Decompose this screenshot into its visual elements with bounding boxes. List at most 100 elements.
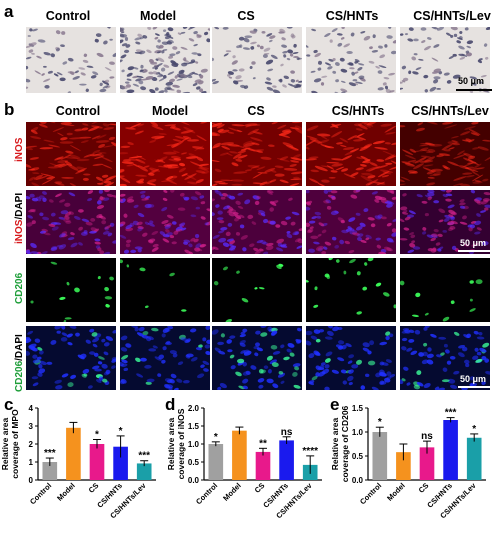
significance-label-2: *	[95, 430, 99, 441]
header-a-cs-hnts: CS/HNTs	[325, 9, 379, 23]
bar-4	[466, 437, 482, 480]
significance-label-2: **	[259, 438, 267, 449]
row-label-cd206-dapi: CD206/DAPI	[14, 334, 25, 392]
fluor-tile-r1-c1	[120, 190, 210, 254]
fluor-tile-r1-c2	[212, 190, 302, 254]
bar-1	[66, 427, 81, 480]
bar-1	[396, 452, 411, 480]
bar-1	[232, 430, 247, 480]
significance-label-3: ns	[281, 427, 293, 438]
bar-0	[372, 432, 388, 480]
significance-label-4: *	[472, 424, 476, 435]
header-a-control: Control	[45, 9, 91, 23]
y-axis-label: Relative areacoverage of MPO	[0, 409, 20, 479]
fluor-tile-r3-c2	[212, 326, 302, 390]
panel-letter-d: d	[165, 395, 176, 414]
scale-label-b2: 50 μm	[460, 374, 487, 384]
bar-2	[419, 447, 435, 480]
scale-bar-b1	[458, 250, 494, 252]
header-a-cs: CS	[237, 9, 255, 23]
row-label-cd206: CD206	[14, 272, 25, 304]
y-axis-label: Relative areacoverage of iNOS	[166, 408, 186, 479]
y-tick-label-3: 1.5	[188, 422, 200, 431]
header-b-control: Control	[55, 104, 101, 118]
y-tick-label-2: 2	[29, 440, 34, 449]
bar-chart-e: 0.0 0.5 1.0 1.5 * Control Model ns CS *** CS/HNTs *…	[328, 400, 494, 539]
histology-tile-0	[26, 27, 116, 93]
bar-chart-svg-d: 0.00.51.01.52.0*Control Model**CSnsCS/HNT…	[166, 404, 322, 520]
bar-chart-d: 0.0 0.5 1.0 1.5 2.0 * Control Model ** CS ns CS/HNT…	[164, 400, 330, 539]
fluor-tile-r1-c0	[26, 190, 116, 254]
panel-letter-c: c	[4, 395, 14, 414]
y-tick-label-2: 1.0	[352, 428, 364, 437]
fluor-tile-r3-c0	[26, 326, 116, 390]
y-axis-label: Relative areacoverage of CD206	[330, 405, 350, 482]
y-tick-label-3: 1.5	[352, 404, 364, 413]
category-label-2: CS	[417, 481, 431, 495]
significance-label-3: *	[119, 426, 123, 437]
bar-3	[443, 420, 458, 480]
significance-label-0: ***	[44, 448, 56, 459]
bar-4	[136, 463, 152, 480]
bar-3	[279, 440, 294, 480]
fluor-tile-r0-c1	[120, 122, 210, 186]
bar-3	[113, 446, 128, 480]
significance-label-2: ns	[421, 431, 433, 442]
scale-bar-a	[456, 89, 492, 91]
fluor-tile-r2-c3	[306, 258, 396, 322]
y-tick-label-4: 2.0	[188, 404, 200, 413]
histology-tile-1	[120, 27, 210, 93]
header-b-cs-hnts: CS/HNTs	[331, 104, 385, 118]
fluor-tile-r2-c4	[400, 258, 490, 322]
y-tick-label-1: 0.5	[188, 458, 200, 467]
panel-letter-e: e	[330, 395, 340, 414]
fluor-tile-r1-c4	[400, 190, 490, 254]
fluor-tile-r2-c1	[120, 258, 210, 322]
header-b-model: Model	[151, 104, 189, 118]
fluor-tile-r1-c3	[306, 190, 396, 254]
fluor-tile-r2-c2	[212, 258, 302, 322]
bar-0	[208, 444, 224, 480]
header-b-cs-hnts-lev: CS/HNTs/Lev	[411, 104, 489, 118]
significance-label-3: ***	[445, 408, 457, 419]
row-label-inos-dapi: iNOS/DAPI	[14, 192, 25, 244]
row-label-inos: iNOS	[14, 137, 25, 162]
y-tick-label-0: 0.0	[188, 476, 200, 485]
fluor-tile-r3-c3	[306, 326, 396, 390]
panel-letter-a: a	[4, 2, 14, 21]
y-tick-label-0: 0.0	[352, 476, 364, 485]
significance-label-4: ***	[138, 451, 150, 462]
histology-tile-2	[212, 27, 302, 93]
y-tick-label-3: 3	[29, 422, 34, 431]
fluor-tile-r3-c4	[400, 326, 490, 390]
scale-bar-b2	[458, 386, 494, 388]
fluor-tile-r3-c1	[120, 326, 210, 390]
header-b-cs: CS	[247, 104, 265, 118]
category-label-1: Model	[55, 481, 77, 503]
bar-2	[255, 451, 271, 480]
fluor-tile-r0-c4	[400, 122, 490, 186]
bar-2	[89, 444, 105, 480]
significance-label-0: *	[378, 417, 382, 428]
scale-label-a: 50 μm	[458, 76, 485, 86]
y-tick-label-1: 0.5	[352, 452, 364, 461]
bar-chart-svg-e: 0.00.51.01.5*Control ModelnsCS***CS/HNTs*…	[330, 404, 486, 520]
fluor-tile-r0-c0	[26, 122, 116, 186]
category-label-2: CS	[87, 481, 101, 495]
category-label-2: CS	[253, 481, 267, 495]
panel-letter-b: b	[4, 100, 15, 119]
histology-tile-3	[306, 27, 396, 93]
category-label-1: Model	[221, 481, 243, 503]
y-tick-label-4: 4	[29, 404, 34, 413]
y-tick-label-2: 1.0	[188, 440, 200, 449]
y-tick-label-0: 0	[29, 476, 34, 485]
fluor-tile-r0-c2	[212, 122, 302, 186]
significance-label-4: ****	[302, 446, 318, 457]
header-a-model: Model	[139, 9, 177, 23]
header-a-cs-hnts-lev: CS/HNTs/Lev	[413, 9, 491, 23]
category-label-1: Model	[385, 481, 407, 503]
bar-0	[42, 462, 58, 480]
significance-label-0: *	[214, 432, 218, 443]
fluor-tile-r0-c3	[306, 122, 396, 186]
